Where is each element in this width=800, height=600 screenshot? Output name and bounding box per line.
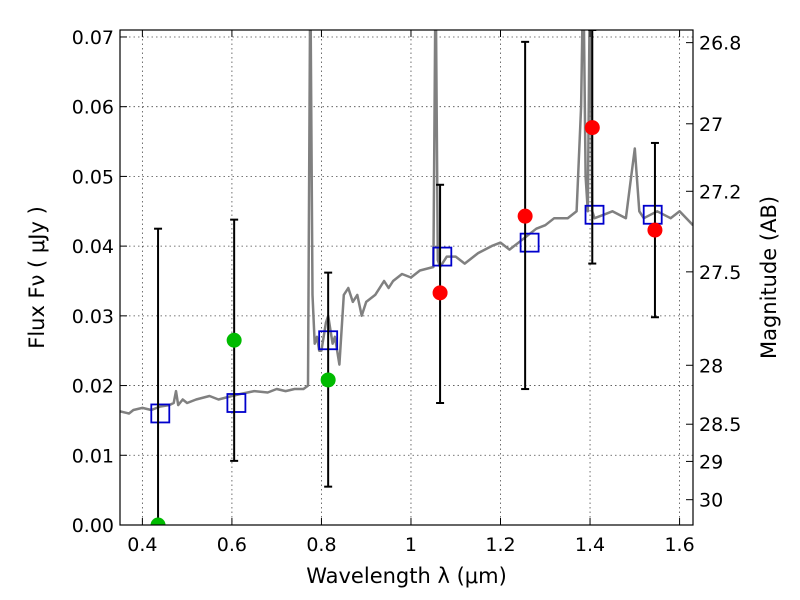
x-tick-label: 1.2 xyxy=(485,534,515,556)
model-flux-square xyxy=(432,246,453,267)
y2-tick-label: 28 xyxy=(699,355,723,377)
y-tick-label: 0.01 xyxy=(72,445,114,467)
photometry-point xyxy=(320,372,336,388)
y2-tick-label: 27.2 xyxy=(699,181,741,203)
x-tick-label: 0.6 xyxy=(217,534,247,556)
x-tick-label: 0.8 xyxy=(306,534,336,556)
y2-tick-label: 26.8 xyxy=(699,33,741,55)
x-tick-label: 1.4 xyxy=(575,534,605,556)
photometry-point xyxy=(647,222,663,238)
y2-tick-label: 27.5 xyxy=(699,262,741,284)
plot-area xyxy=(120,30,693,525)
x-tick-label: 1 xyxy=(405,534,417,556)
y2-tick-label: 28.5 xyxy=(699,414,741,436)
y2-tick-label: 30 xyxy=(699,490,723,512)
tick-layer: 0.4 0.6 0.8 1 1.2 1.4 1.6 0.00 0.01 0.02 0.03 0.04 0… xyxy=(72,27,742,556)
photometry-point xyxy=(517,208,533,224)
model-flux-square xyxy=(519,232,540,253)
axes-frame xyxy=(119,29,694,526)
y-tick-label: 0.03 xyxy=(72,306,114,328)
grid-layer xyxy=(120,30,693,526)
model-flux-square xyxy=(584,204,605,225)
plot-frame xyxy=(119,29,694,526)
y-tick-label: 0.04 xyxy=(72,236,114,258)
photometry-point xyxy=(226,332,242,348)
model-flux-square xyxy=(226,393,247,413)
y-tick-label: 0.06 xyxy=(72,97,114,119)
y-tick-label: 0.07 xyxy=(72,27,114,49)
y-axis-label: Flux Fν ( μJy ) xyxy=(25,206,49,349)
y2-tick-label: 27 xyxy=(699,114,723,136)
x-tick-label: 0.4 xyxy=(127,534,157,556)
x-tick-label: 1.6 xyxy=(664,534,694,556)
spectrum-line xyxy=(120,30,693,415)
y-tick-label: 0.00 xyxy=(72,515,114,537)
photometry-point xyxy=(584,120,600,136)
x-axis-label: Wavelength λ (μm) xyxy=(306,564,507,588)
y2-axis-label: Magnitude (AB) xyxy=(757,196,781,359)
photometry-point xyxy=(432,285,448,301)
y2-tick-label: 29 xyxy=(699,451,723,473)
y-tick-label: 0.05 xyxy=(72,166,114,188)
y-tick-label: 0.02 xyxy=(72,376,114,398)
model-flux-square xyxy=(150,403,171,424)
photometry-point xyxy=(150,517,166,525)
